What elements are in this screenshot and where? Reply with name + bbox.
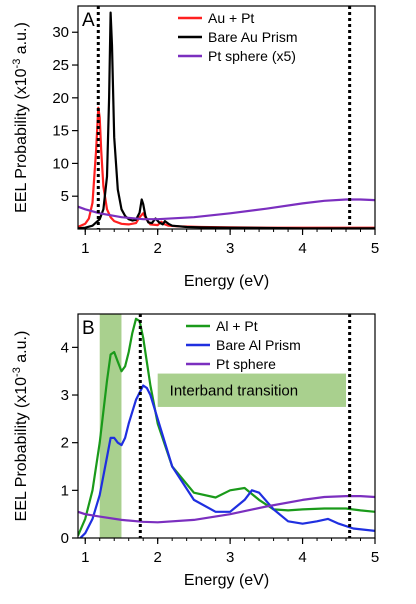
x-tick-label: 5 <box>371 549 379 566</box>
x-tick-label: 5 <box>371 240 379 257</box>
y-axis-label-main: EEL Probability (x10 <box>13 68 30 212</box>
shaded-band <box>100 314 122 538</box>
y-axis-label-sup: -3 <box>11 367 23 377</box>
y-tick-label: 3 <box>61 387 69 404</box>
legend-label: Pt sphere (x5) <box>208 48 296 64</box>
y-tick-label: 5 <box>61 188 69 205</box>
annotation-text: Interband transition <box>170 382 298 399</box>
y-tick-label: 15 <box>52 123 69 140</box>
panel-label: A <box>82 10 95 31</box>
y-tick-label: 4 <box>61 339 69 356</box>
y-axis-label-main: EEL Probability (x10 <box>13 377 30 521</box>
y-axis-label-sup: -3 <box>11 59 23 69</box>
x-tick-label: 4 <box>298 549 306 566</box>
x-tick-label: 3 <box>226 240 234 257</box>
x-axis-label: Energy (eV) <box>184 572 269 589</box>
y-axis-label-unit: a.u.) <box>13 22 30 58</box>
y-tick-label: 2 <box>61 435 69 452</box>
series-line-2 <box>78 386 375 541</box>
y-tick-label: 30 <box>52 24 69 41</box>
y-tick-label: 0 <box>61 530 69 547</box>
legend-label: Bare Au Prism <box>208 29 297 45</box>
legend-label: Pt sphere <box>216 356 276 372</box>
legend-label: Al + Pt <box>216 318 258 334</box>
y-axis-label: EEL Probability (x10-3 a.u.) <box>11 331 30 522</box>
y-tick-label: 20 <box>52 90 69 107</box>
y-axis-label-unit: a.u.) <box>13 331 30 367</box>
y-axis-label: EEL Probability (x10-3 a.u.) <box>11 22 30 213</box>
x-tick-label: 2 <box>154 240 162 257</box>
y-tick-label: 10 <box>52 155 69 172</box>
y-tick-label: 25 <box>52 57 69 74</box>
y-tick-label: 1 <box>61 482 69 499</box>
x-axis-label: Energy (eV) <box>184 273 269 290</box>
legend-label: Au + Pt <box>208 10 254 26</box>
x-tick-label: 1 <box>81 549 89 566</box>
x-tick-label: 1 <box>81 240 89 257</box>
chart-panel-a: 1 2 3 4 5 5 10 15 20 25 30 Energy (eV) EEL Probabili… <box>11 6 379 290</box>
panel-label: B <box>82 318 95 339</box>
legend-label: Bare Al Prism <box>216 337 301 353</box>
x-tick-label: 2 <box>154 549 162 566</box>
x-tick-label: 4 <box>298 240 306 257</box>
x-tick-label: 3 <box>226 549 234 566</box>
